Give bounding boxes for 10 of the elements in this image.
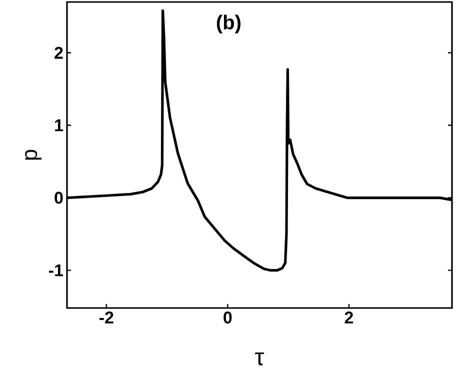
x-tick-label: 2 (344, 312, 353, 324)
y-axis-title: p (25, 150, 42, 160)
x-tick-label: 0 (224, 312, 232, 324)
y-tick-label: 1 (55, 119, 63, 132)
y-tick-label: 2 (54, 46, 63, 59)
y-tick-label: -1 (49, 264, 63, 276)
x-axis-title: τ (255, 352, 264, 366)
x-tick-label: -2 (100, 312, 114, 324)
y-tick-label: 0 (54, 192, 63, 204)
text: (b) (216, 14, 240, 34)
